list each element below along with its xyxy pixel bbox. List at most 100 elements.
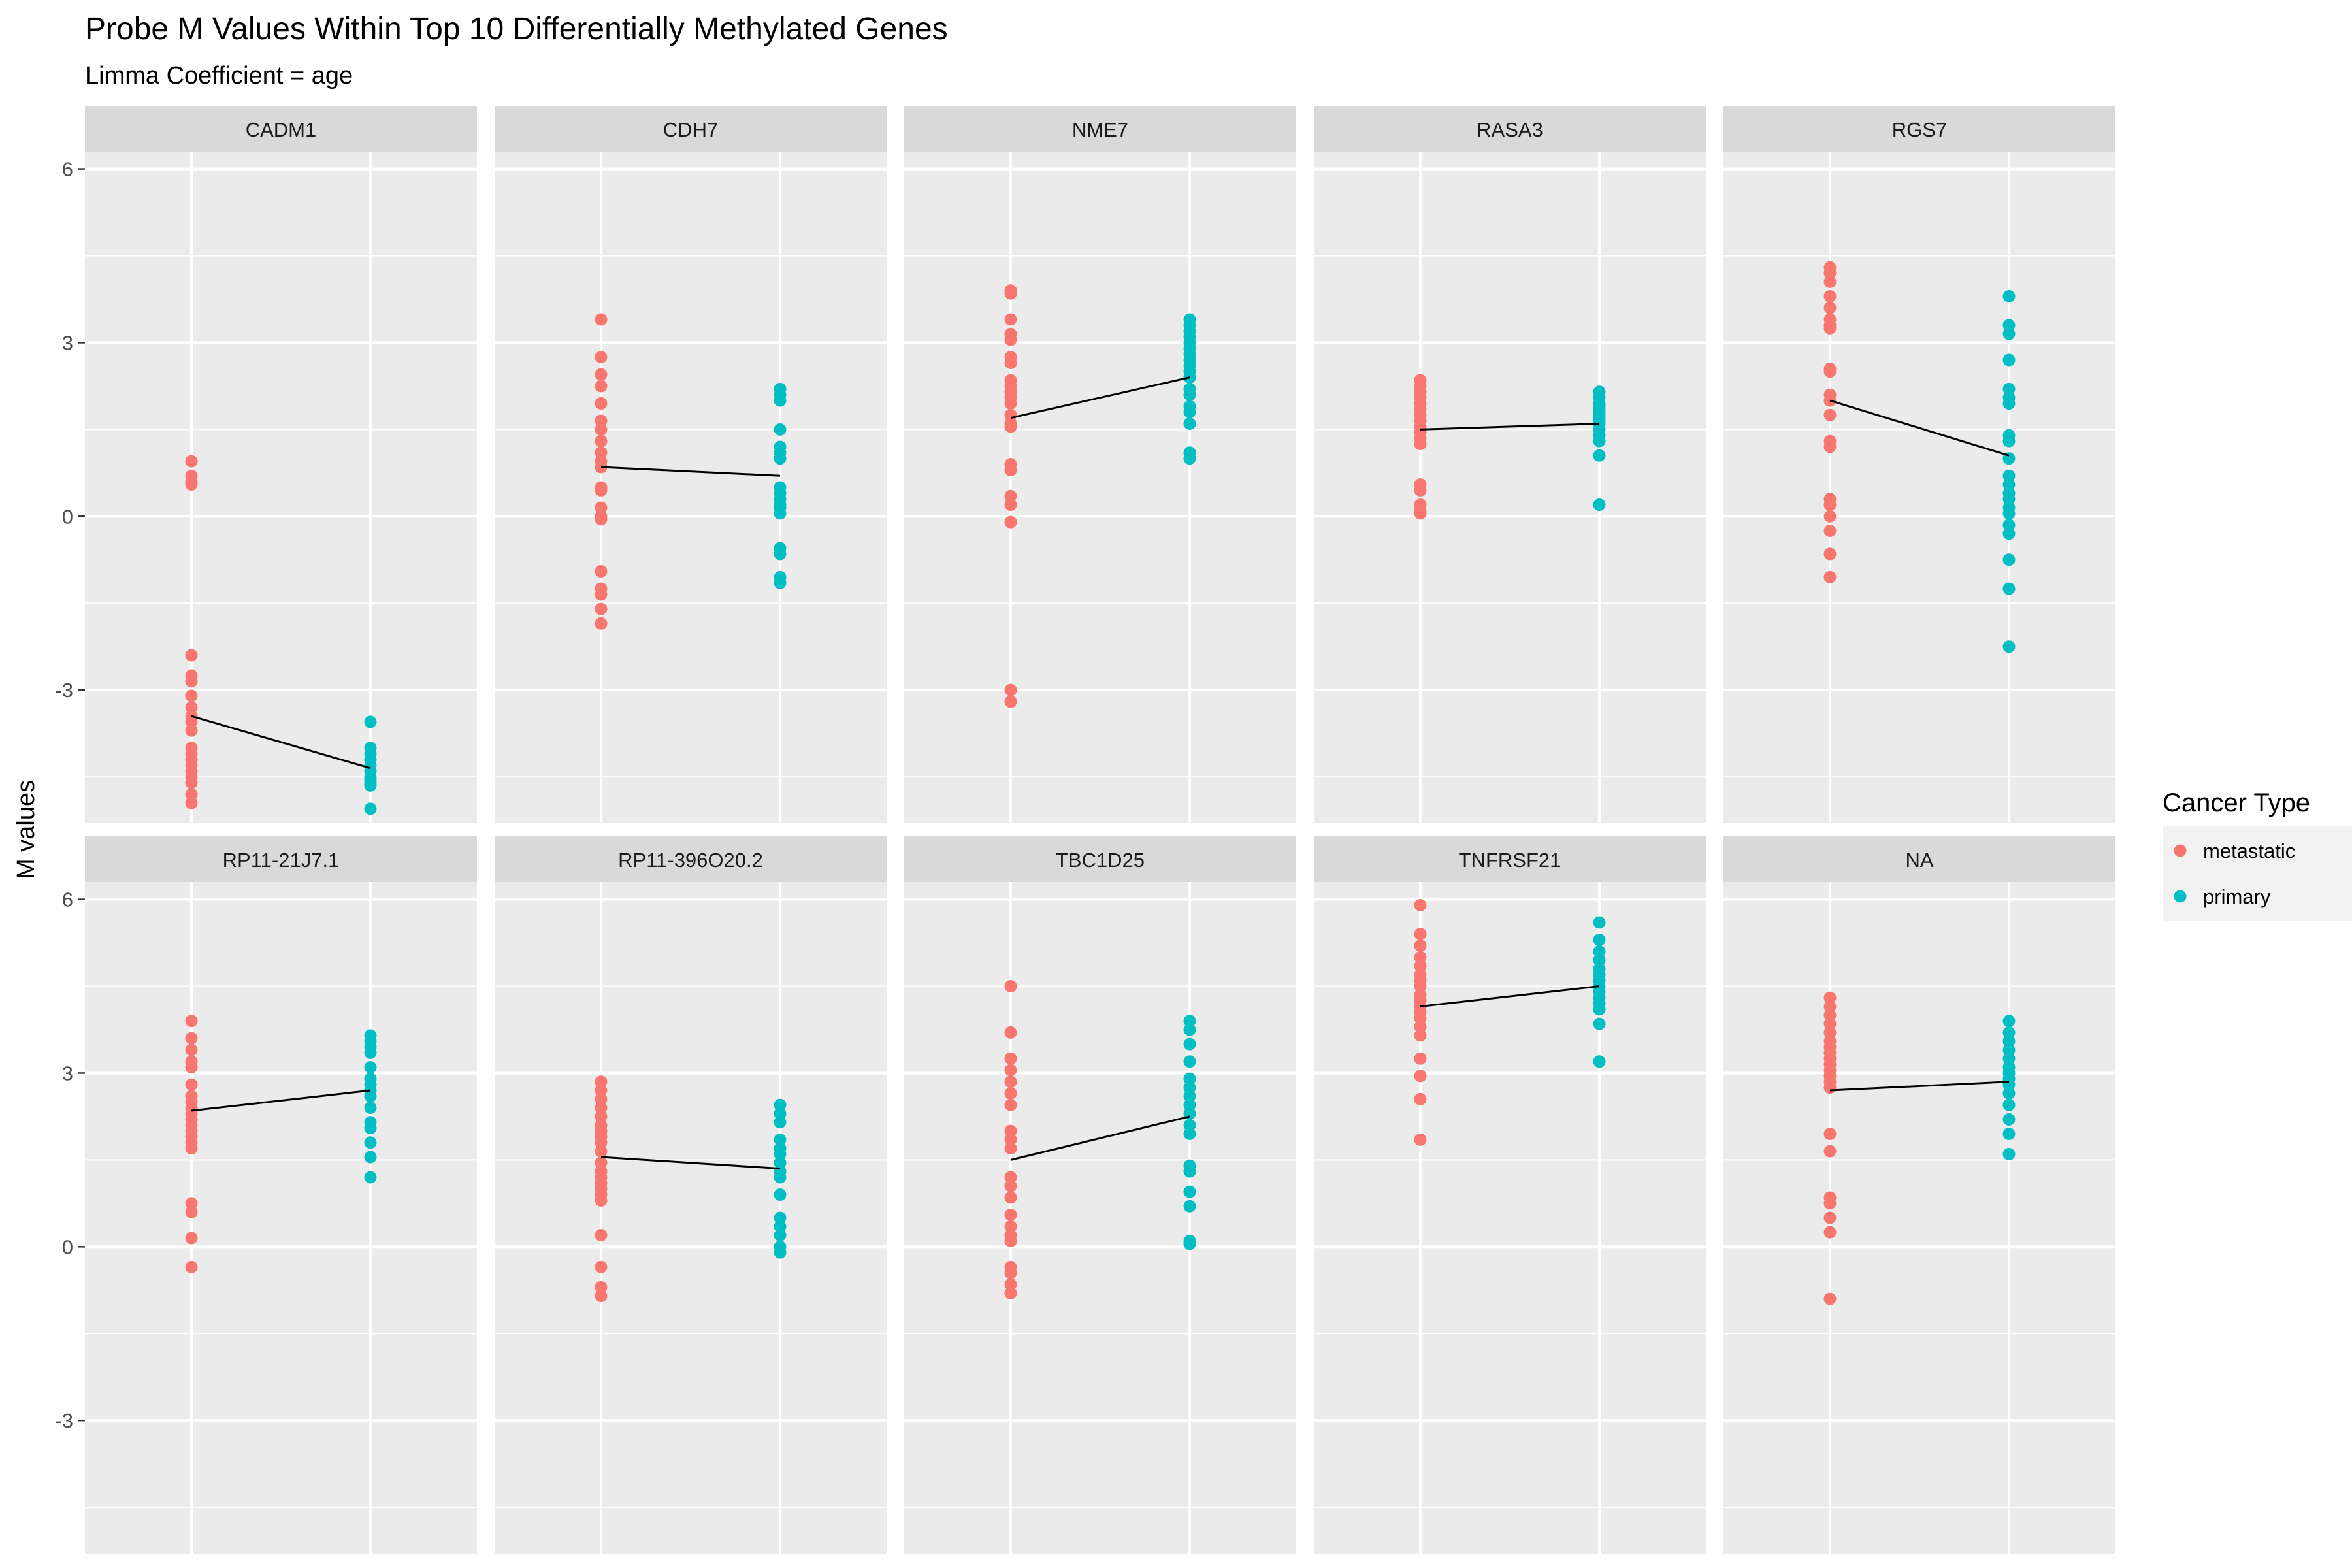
data-point-metastatic xyxy=(1823,275,1837,288)
legend-key-primary xyxy=(2174,890,2187,903)
data-point-metastatic xyxy=(1823,440,1837,453)
facet-panels: CADM1 -3 0 3 6 CDH7 NME7 RASA3 RGS7 RP11-21J7.1 -3… xyxy=(55,106,2115,1554)
data-point-primary xyxy=(2002,469,2016,482)
facet-strip-label: CADM1 xyxy=(246,118,317,141)
data-point-primary xyxy=(2002,527,2016,540)
data-point-primary xyxy=(1183,452,1196,465)
data-point-primary xyxy=(364,1122,377,1135)
data-point-primary xyxy=(1593,1017,1606,1030)
data-point-metastatic xyxy=(1823,991,1837,1004)
facet-strip xyxy=(495,836,887,882)
data-point-metastatic xyxy=(1414,951,1427,964)
y-tick-label: 0 xyxy=(62,505,73,528)
panel-background xyxy=(904,152,1296,823)
y-tick-label: 0 xyxy=(62,1235,73,1258)
data-point-metastatic xyxy=(1414,438,1427,451)
data-point-primary xyxy=(1183,1037,1196,1051)
facet-strip xyxy=(1314,106,1706,152)
data-point-metastatic xyxy=(595,617,608,630)
data-point-metastatic xyxy=(595,588,608,601)
facet-panel-NA: NA xyxy=(1723,836,2115,1554)
data-point-metastatic xyxy=(595,501,608,514)
data-point-metastatic xyxy=(1823,1081,1837,1094)
panel-background xyxy=(85,152,477,823)
data-point-primary xyxy=(1593,449,1606,462)
data-point-primary xyxy=(2002,1026,2016,1039)
panel-background xyxy=(1314,882,1706,1554)
data-point-metastatic xyxy=(1004,1266,1017,1279)
data-point-primary xyxy=(364,1151,377,1164)
data-point-metastatic xyxy=(1004,980,1017,993)
data-point-metastatic xyxy=(1004,1086,1017,1100)
facet-strip xyxy=(1314,836,1706,882)
trend-line xyxy=(1829,399,2010,457)
data-point-primary xyxy=(1183,406,1196,419)
facet-panel-CADM1: CADM1 -3 0 3 6 xyxy=(55,106,477,823)
data-point-metastatic xyxy=(185,715,198,728)
legend-key-metastatic xyxy=(2174,844,2187,857)
data-point-metastatic xyxy=(1004,1124,1017,1137)
data-point-metastatic xyxy=(595,1260,608,1273)
data-point-primary xyxy=(1183,1119,1196,1132)
data-point-metastatic xyxy=(185,1078,198,1091)
data-point-metastatic xyxy=(595,414,608,427)
data-point-metastatic xyxy=(1414,980,1427,993)
data-point-metastatic xyxy=(595,434,608,448)
facet-panel-CDH7: CDH7 xyxy=(495,106,887,823)
data-point-metastatic xyxy=(1823,1009,1837,1022)
data-point-primary xyxy=(364,715,377,728)
data-point-metastatic xyxy=(1414,928,1427,941)
data-point-metastatic xyxy=(1414,898,1427,911)
data-point-metastatic xyxy=(185,776,198,789)
data-point-primary xyxy=(774,1156,787,1169)
data-point-primary xyxy=(2002,1098,2016,1111)
data-point-metastatic xyxy=(1823,321,1837,335)
data-point-primary xyxy=(1183,1023,1196,1036)
data-point-metastatic xyxy=(185,1043,198,1056)
data-point-primary xyxy=(1183,1015,1196,1028)
data-point-primary xyxy=(2002,1128,2016,1140)
data-point-metastatic xyxy=(185,689,198,702)
data-point-primary xyxy=(2002,434,2016,448)
data-point-metastatic xyxy=(595,368,608,381)
data-point-metastatic xyxy=(595,446,608,459)
data-point-primary xyxy=(1183,1098,1196,1111)
facet-panel-TBC1D25: TBC1D25 xyxy=(904,836,1296,1554)
data-point-primary xyxy=(364,802,377,815)
data-point-metastatic xyxy=(1004,1142,1017,1155)
data-point-primary xyxy=(774,1211,787,1224)
data-point-primary xyxy=(2002,582,2016,595)
data-point-primary xyxy=(774,394,787,407)
data-point-metastatic xyxy=(1004,1278,1017,1291)
data-point-primary xyxy=(1593,934,1606,947)
panel-background xyxy=(1723,152,2115,823)
data-point-metastatic xyxy=(1823,1128,1837,1140)
data-point-metastatic xyxy=(1004,489,1017,502)
data-point-primary xyxy=(2002,640,2016,653)
data-point-metastatic xyxy=(595,1075,608,1088)
legend-label-metastatic: metastatic xyxy=(2203,840,2295,862)
data-point-metastatic xyxy=(595,602,608,615)
trend-line xyxy=(600,1156,781,1170)
data-point-primary xyxy=(1183,1200,1196,1213)
y-tick-label: 3 xyxy=(62,1062,73,1085)
data-point-primary xyxy=(1183,1237,1196,1250)
facet-strip xyxy=(495,106,887,152)
facet-panel-RP11-396O20.2: RP11-396O20.2 xyxy=(495,836,887,1554)
data-point-primary xyxy=(2002,478,2016,491)
data-point-metastatic xyxy=(1823,1145,1837,1158)
facet-panel-TNFRSF21: TNFRSF21 xyxy=(1314,836,1706,1554)
data-point-metastatic xyxy=(1004,1098,1017,1111)
data-point-primary xyxy=(774,1220,787,1233)
data-point-metastatic xyxy=(595,1156,608,1169)
facet-panel-RASA3: RASA3 xyxy=(1314,106,1706,823)
data-point-primary xyxy=(774,547,787,561)
data-point-metastatic xyxy=(1414,1021,1427,1034)
data-point-metastatic xyxy=(1004,1220,1017,1233)
data-point-metastatic xyxy=(1823,1292,1837,1305)
data-point-primary xyxy=(2002,507,2016,520)
data-point-metastatic xyxy=(185,675,198,688)
data-point-primary xyxy=(2002,1148,2016,1161)
trend-line xyxy=(1829,1081,2010,1092)
